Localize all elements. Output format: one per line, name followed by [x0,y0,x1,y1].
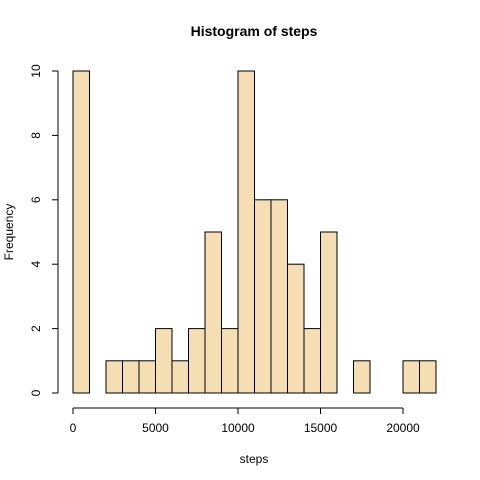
x-axis-label: steps [240,452,269,466]
x-tick-label: 10000 [221,421,255,435]
y-tick-label: 4 [29,261,43,268]
x-tick-label: 15000 [304,421,338,435]
y-tick-label: 10 [29,64,43,78]
histogram-bar [353,360,371,394]
histogram-bar [237,70,255,394]
x-tick-label: 5000 [142,421,169,435]
histogram-bar [188,328,206,394]
histogram-bar [138,360,156,394]
histogram-bar [171,360,189,394]
histogram-bar [254,199,272,394]
y-tick-label: 6 [29,196,43,203]
y-axis-label: Frequency [2,204,16,261]
x-tick-label: 20000 [386,421,420,435]
histogram-bar [402,360,420,394]
histogram-bar [122,360,140,394]
y-tick-label: 2 [29,325,43,332]
y-tick-label: 0 [29,389,43,396]
chart-title: Histogram of steps [191,23,318,39]
x-axis: 0 5000 10000 15000 20000 [70,407,420,435]
histogram-bar [155,328,173,394]
y-tick-label: 8 [29,132,43,139]
x-tick-label: 0 [70,421,77,435]
histogram-bar [419,360,437,394]
histogram-bar [221,328,239,394]
histogram-bar [72,70,90,394]
histogram-bar [303,328,321,394]
histogram-bar [105,360,123,394]
histogram-bar [204,231,222,394]
histogram-bars [72,70,437,394]
histogram-bar [270,199,288,394]
histogram-bar [320,231,338,394]
histogram-bar [287,263,305,394]
y-axis: 0 2 4 6 8 10 [29,64,59,396]
